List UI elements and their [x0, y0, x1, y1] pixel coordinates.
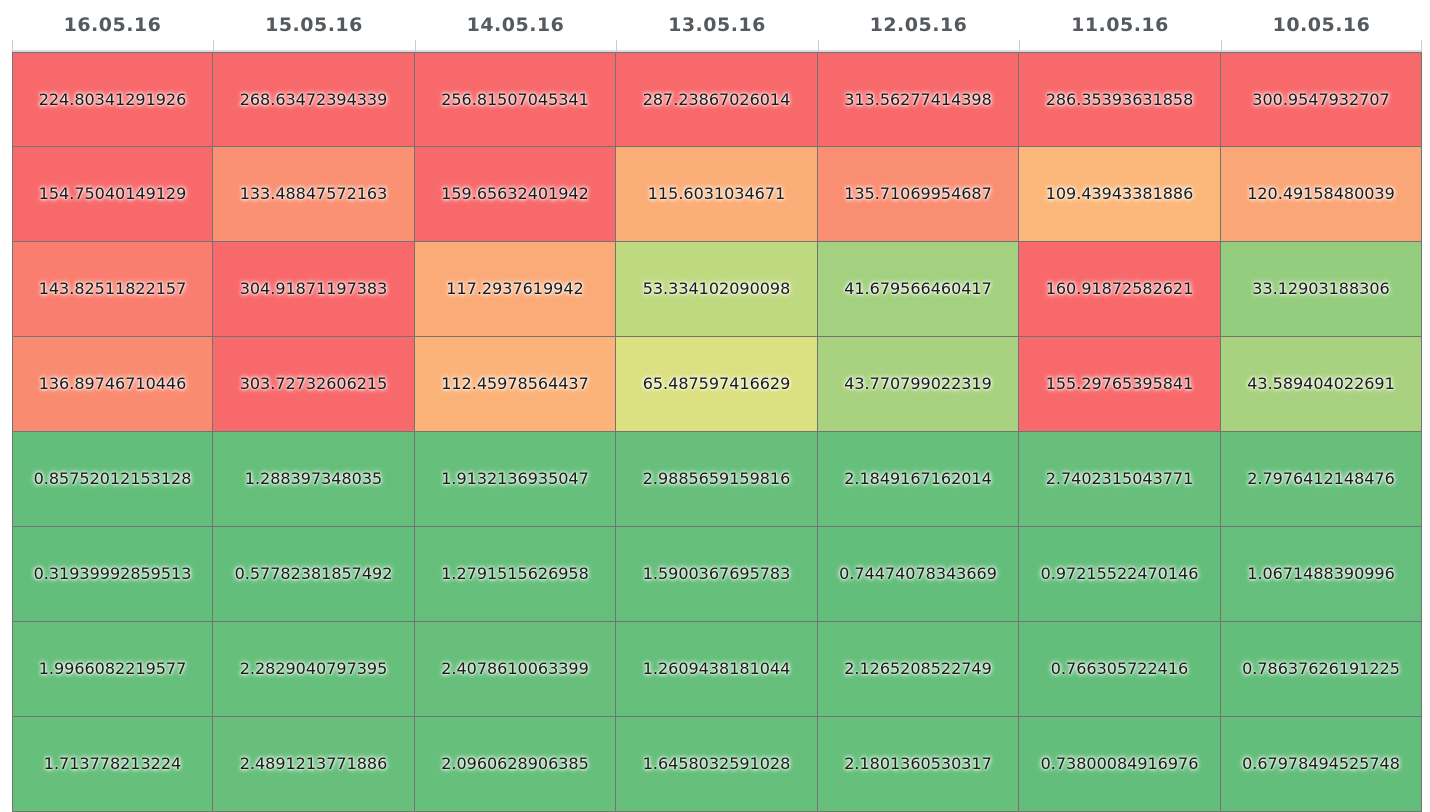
heatmap-cell: 159.65632401942: [415, 147, 616, 242]
heatmap-cell: 286.35393631858: [1019, 52, 1221, 147]
heatmap-cell: 133.48847572163: [213, 147, 415, 242]
heatmap-cell: 136.89746710446: [12, 337, 213, 432]
heatmap-cell: 224.80341291926: [12, 52, 213, 147]
heatmap-cell: 0.73800084916976: [1019, 717, 1221, 812]
heatmap-cell: 1.9132136935047: [415, 432, 616, 527]
heatmap-cell: 0.74474078343669: [818, 527, 1019, 622]
heatmap-cell: 0.31939992859513: [12, 527, 213, 622]
heatmap-cell: 0.67978494525748: [1221, 717, 1422, 812]
heatmap-cell: 303.72732606215: [213, 337, 415, 432]
heatmap-cell: 0.766305722416: [1019, 622, 1221, 717]
heatmap-cell: 2.4891213771886: [213, 717, 415, 812]
heatmap-cell: 304.91871197383: [213, 242, 415, 337]
heatmap-cell: 41.679566460417: [818, 242, 1019, 337]
column-header: 12.05.16: [818, 0, 1019, 52]
heatmap-cell: 2.9885659159816: [616, 432, 818, 527]
column-header: 16.05.16: [12, 0, 213, 52]
heatmap-cell: 0.85752012153128: [12, 432, 213, 527]
heatmap-cell: 2.1801360530317: [818, 717, 1019, 812]
heatmap-cell: 256.81507045341: [415, 52, 616, 147]
heatmap-cell: 1.288397348035: [213, 432, 415, 527]
heatmap-cell: 2.2829040797395: [213, 622, 415, 717]
heatmap-cell: 43.589404022691: [1221, 337, 1422, 432]
heatmap-cell: 53.334102090098: [616, 242, 818, 337]
heatmap-cell: 1.6458032591028: [616, 717, 818, 812]
heatmap-cell: 1.5900367695783: [616, 527, 818, 622]
column-header: 10.05.16: [1221, 0, 1422, 52]
column-header: 14.05.16: [415, 0, 616, 52]
heatmap-cell: 135.71069954687: [818, 147, 1019, 242]
heatmap-cell: 43.770799022319: [818, 337, 1019, 432]
heatmap-cell: 0.57782381857492: [213, 527, 415, 622]
heatmap-cell: 0.97215522470146: [1019, 527, 1221, 622]
heatmap-cell: 115.6031034671: [616, 147, 818, 242]
column-header: 13.05.16: [616, 0, 818, 52]
heatmap-cell: 120.49158480039: [1221, 147, 1422, 242]
heatmap-cell: 268.63472394339: [213, 52, 415, 147]
heatmap-cell: 1.2609438181044: [616, 622, 818, 717]
heatmap-cell: 2.1265208522749: [818, 622, 1019, 717]
heatmap-cell: 300.9547932707: [1221, 52, 1422, 147]
heatmap-cell: 2.7976412148476: [1221, 432, 1422, 527]
heatmap-cell: 1.2791515626958: [415, 527, 616, 622]
heatmap-cell: 33.12903188306: [1221, 242, 1422, 337]
heatmap-cell: 109.43943381886: [1019, 147, 1221, 242]
heatmap-cell: 2.4078610063399: [415, 622, 616, 717]
heatmap-cell: 2.0960628906385: [415, 717, 616, 812]
heatmap-cell: 160.91872582621: [1019, 242, 1221, 337]
heatmap-cell: 143.82511822157: [12, 242, 213, 337]
heatmap-cell: 287.23867026014: [616, 52, 818, 147]
heatmap-cell: 155.29765395841: [1019, 337, 1221, 432]
heatmap-cell: 117.2937619942: [415, 242, 616, 337]
heatmap-cell: 2.1849167162014: [818, 432, 1019, 527]
heatmap-cell: 2.7402315043771: [1019, 432, 1221, 527]
heatmap-cell: 313.56277414398: [818, 52, 1019, 147]
column-header: 11.05.16: [1019, 0, 1221, 52]
column-header: 15.05.16: [213, 0, 415, 52]
heatmap-cell: 0.78637626191225: [1221, 622, 1422, 717]
heatmap-cell: 1.9966082219577: [12, 622, 213, 717]
heatmap-cell: 1.0671488390996: [1221, 527, 1422, 622]
heatmap-cell: 65.487597416629: [616, 337, 818, 432]
heatmap-cell: 154.75040149129: [12, 147, 213, 242]
heatmap: 16.05.16 15.05.16 14.05.16 13.05.16 12.05.16…: [12, 0, 1422, 812]
heatmap-cell: 1.713778213224: [12, 717, 213, 812]
heatmap-cell: 112.45978564437: [415, 337, 616, 432]
